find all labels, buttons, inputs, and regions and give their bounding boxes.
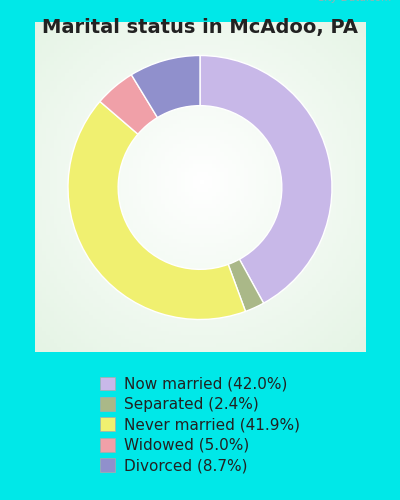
Wedge shape	[68, 102, 246, 320]
Wedge shape	[131, 56, 200, 118]
Text: Marital status in McAdoo, PA: Marital status in McAdoo, PA	[42, 18, 358, 36]
Wedge shape	[200, 56, 332, 303]
Legend: Now married (42.0%), Separated (2.4%), Never married (41.9%), Widowed (5.0%), Di: Now married (42.0%), Separated (2.4%), N…	[100, 376, 300, 474]
Wedge shape	[228, 259, 264, 312]
Wedge shape	[100, 74, 158, 134]
Text: City-Data.com: City-Data.com	[311, 0, 392, 4]
